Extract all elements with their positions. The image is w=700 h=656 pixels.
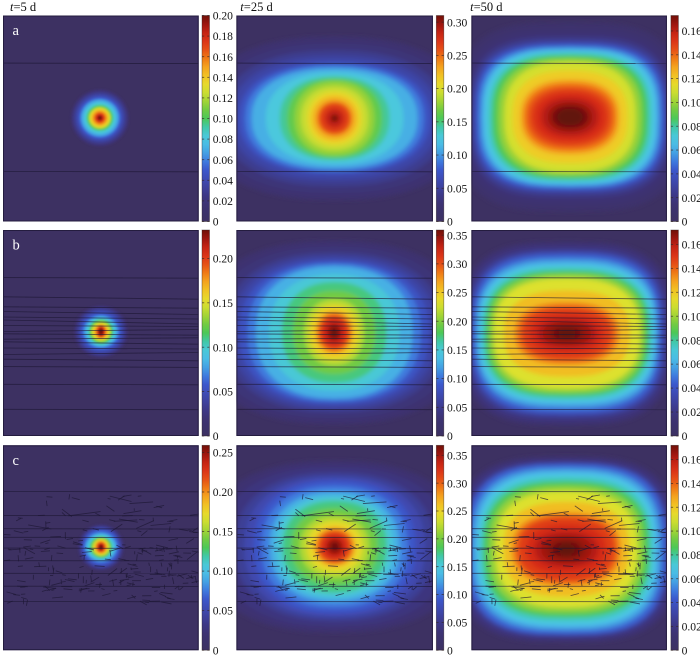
svg-text:0.30: 0.30 [447,16,467,29]
svg-text:0.05: 0.05 [447,182,467,195]
svg-text:0.12: 0.12 [213,92,233,105]
svg-text:0.05: 0.05 [447,401,467,414]
svg-text:0.15: 0.15 [447,344,467,357]
svg-text:0.10: 0.10 [682,310,700,323]
svg-text:0.15: 0.15 [213,526,233,539]
svg-text:0.35: 0.35 [447,449,467,462]
svg-text:0.08: 0.08 [682,120,700,133]
svg-text:0.06: 0.06 [682,573,700,586]
svg-text:0: 0 [213,216,219,229]
svg-text:0.12: 0.12 [682,501,700,514]
svg-text:0.15: 0.15 [447,116,467,129]
svg-text:0.10: 0.10 [213,341,233,354]
svg-text:0.10: 0.10 [213,113,233,126]
svg-text:0.02: 0.02 [682,406,700,419]
svg-text:0.04: 0.04 [213,174,233,187]
svg-text:0.02: 0.02 [213,195,233,208]
svg-text:0.10: 0.10 [213,565,233,578]
svg-text:0.20: 0.20 [213,10,233,23]
svg-text:t=5 d: t=5 d [10,0,37,14]
svg-text:0.25: 0.25 [447,287,467,300]
svg-text:0.10: 0.10 [682,525,700,538]
svg-text:0.05: 0.05 [447,616,467,629]
svg-text:0.30: 0.30 [447,258,467,271]
svg-text:0.25: 0.25 [447,505,467,518]
svg-text:0.20: 0.20 [213,486,233,499]
svg-text:0: 0 [213,644,219,656]
svg-text:0.20: 0.20 [447,83,467,96]
svg-text:0.04: 0.04 [682,382,700,395]
svg-text:0: 0 [682,216,688,229]
svg-text:0.12: 0.12 [682,73,700,86]
svg-text:0.02: 0.02 [682,620,700,633]
svg-text:0.10: 0.10 [447,589,467,602]
svg-text:0.05: 0.05 [213,605,233,618]
svg-text:0.16: 0.16 [682,238,700,251]
svg-text:0.05: 0.05 [213,386,233,399]
svg-text:0.04: 0.04 [682,597,700,610]
svg-text:0.16: 0.16 [682,25,700,38]
svg-text:0.25: 0.25 [213,447,233,460]
svg-text:0: 0 [682,430,688,443]
svg-text:0.06: 0.06 [213,154,233,167]
svg-text:0: 0 [447,430,453,443]
svg-text:0.02: 0.02 [682,192,700,205]
svg-text:0.04: 0.04 [682,168,700,181]
svg-text:0.25: 0.25 [447,49,467,62]
svg-text:0.10: 0.10 [682,97,700,110]
svg-text:0.30: 0.30 [447,477,467,490]
svg-text:0: 0 [447,216,453,229]
svg-text:b: b [13,238,20,254]
svg-text:0: 0 [447,644,453,656]
svg-text:0: 0 [682,644,688,656]
svg-text:0.14: 0.14 [682,478,700,491]
svg-text:0.06: 0.06 [682,358,700,371]
svg-text:0.20: 0.20 [213,253,233,266]
svg-text:0.15: 0.15 [213,297,233,310]
svg-text:0.16: 0.16 [682,454,700,467]
svg-text:0.14: 0.14 [682,49,700,62]
svg-text:0: 0 [213,430,219,443]
svg-text:t=50 d: t=50 d [470,0,503,14]
svg-text:0.08: 0.08 [213,133,233,146]
svg-text:0.18: 0.18 [213,30,233,43]
svg-text:0.06: 0.06 [682,144,700,157]
svg-text:0.08: 0.08 [682,549,700,562]
svg-text:a: a [13,23,20,39]
svg-text:0.12: 0.12 [682,286,700,299]
svg-text:0.14: 0.14 [213,71,233,84]
svg-text:c: c [13,453,19,469]
svg-text:t=25 d: t=25 d [240,0,273,14]
svg-text:0.35: 0.35 [447,229,467,242]
svg-text:0.15: 0.15 [447,561,467,574]
svg-text:0.20: 0.20 [447,315,467,328]
svg-text:0.10: 0.10 [447,149,467,162]
svg-text:0.10: 0.10 [447,373,467,386]
svg-text:0.14: 0.14 [682,262,700,275]
svg-text:0.20: 0.20 [447,533,467,546]
svg-text:0.16: 0.16 [213,51,233,64]
svg-text:0.08: 0.08 [682,334,700,347]
